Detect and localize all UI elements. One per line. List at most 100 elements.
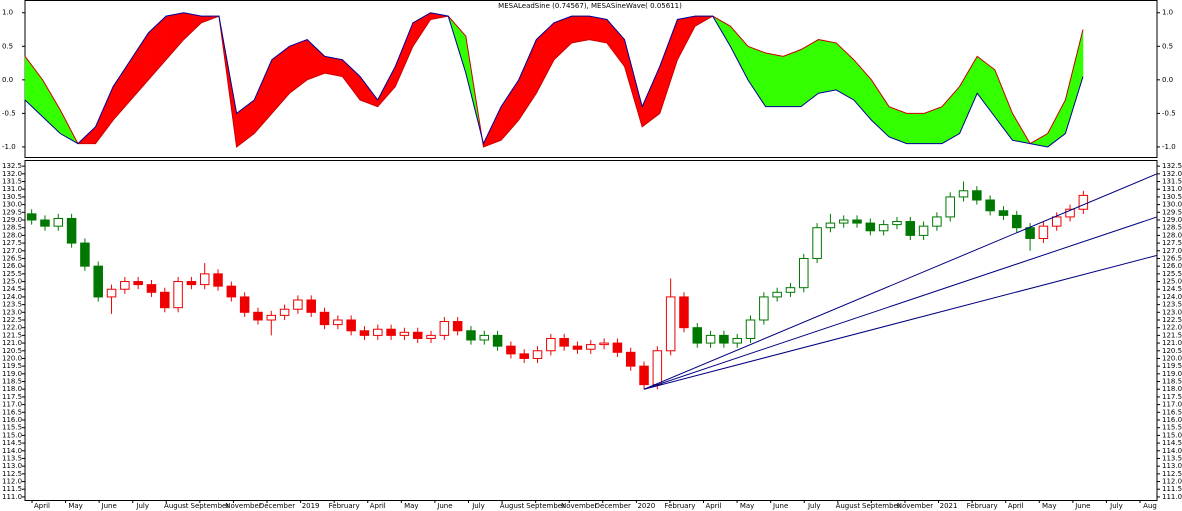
fill-band xyxy=(571,15,590,44)
y-tick-label-right: 111.0 xyxy=(1162,493,1182,501)
x-tick-label: 2019 xyxy=(302,502,320,510)
x-tick-label: May xyxy=(1042,502,1056,510)
candle-body xyxy=(146,284,157,293)
y-tick-label-right: 121.5 xyxy=(1162,331,1182,339)
y-tick-label: 0.0 xyxy=(2,76,13,84)
candle-body xyxy=(173,281,183,309)
candle-body xyxy=(80,242,90,267)
y-tick-label-right: 131.5 xyxy=(1162,178,1182,186)
candle-body xyxy=(1051,216,1062,227)
candle-body xyxy=(439,321,450,336)
y-tick-label-right: 129.5 xyxy=(1162,208,1182,216)
candle-body xyxy=(612,342,623,353)
candle-body xyxy=(519,353,529,359)
candle-body xyxy=(306,299,316,313)
candle-body xyxy=(998,210,1009,216)
candle-body xyxy=(985,199,995,212)
y-tick-label-right: 116.5 xyxy=(1162,408,1182,416)
x-tick-label: December xyxy=(595,502,631,510)
candle-body xyxy=(133,281,143,286)
candle-body xyxy=(719,334,729,344)
y-tick-label: -1.0 xyxy=(2,143,16,151)
x-tick-label: June xyxy=(436,502,452,510)
y-tick-label: 1.0 xyxy=(2,9,13,17)
y-tick-label: 115.5 xyxy=(2,424,22,432)
fill-band xyxy=(589,15,608,44)
candle-body xyxy=(66,217,77,244)
x-tick-label: November xyxy=(897,502,934,510)
y-tick-label: 128.5 xyxy=(2,224,22,232)
y-tick-label-right: 131.0 xyxy=(1162,185,1182,193)
candle-body xyxy=(1038,225,1049,239)
y-tick-label-right: 114.5 xyxy=(1162,439,1182,447)
y-tick-label-right: 119.0 xyxy=(1162,370,1182,378)
candle-body xyxy=(359,330,370,336)
y-tick-label: 126.5 xyxy=(2,254,22,262)
y-tick-label-right: 128.0 xyxy=(1162,231,1182,239)
x-tick-label: July xyxy=(471,502,485,510)
candle-body xyxy=(199,273,210,286)
y-tick-label-right: 122.0 xyxy=(1162,324,1182,332)
x-tick-label: 2021 xyxy=(940,502,958,510)
candle-body xyxy=(745,319,756,339)
x-tick-label: May xyxy=(404,502,418,510)
y-tick-label-right: 130.0 xyxy=(1162,201,1182,209)
candle-body xyxy=(692,327,703,344)
y-tick-label: 132.0 xyxy=(2,170,22,178)
y-tick-label: 131.5 xyxy=(2,178,22,186)
y-tick-label: 111.5 xyxy=(2,485,22,493)
candle-body xyxy=(106,288,117,298)
y-tick-label: 120.0 xyxy=(2,354,22,362)
candle-body xyxy=(639,365,649,386)
y-tick-label-right: 113.0 xyxy=(1162,462,1182,470)
y-tick-label-right: 127.0 xyxy=(1162,247,1182,255)
fan-line xyxy=(643,216,1158,390)
y-tick-label: 117.5 xyxy=(2,393,22,401)
candle-body xyxy=(466,330,476,341)
y-tick-label: 121.0 xyxy=(2,339,22,347)
candle-body xyxy=(905,221,916,236)
x-tick-label: July xyxy=(1109,502,1123,510)
y-tick-label-right: 123.0 xyxy=(1162,308,1182,316)
y-tick-label-right: 119.5 xyxy=(1162,362,1182,370)
y-tick-label-right: 121.0 xyxy=(1162,339,1182,347)
candle-body xyxy=(506,345,516,355)
candle-body xyxy=(266,314,277,321)
candle-body xyxy=(373,328,383,336)
y-tick-label: 125.0 xyxy=(2,278,22,286)
x-tick-label: April xyxy=(1008,502,1024,510)
y-tick-label-right: 130.5 xyxy=(1162,193,1182,201)
candle-body xyxy=(799,257,809,289)
x-tick-label: November xyxy=(561,502,598,510)
y-tick-label: 122.5 xyxy=(2,316,22,324)
y-tick-label: 115.0 xyxy=(2,431,22,439)
x-tick-label: April xyxy=(34,502,50,510)
x-tick-label: July xyxy=(807,502,821,510)
fan-line xyxy=(643,254,1158,390)
y-tick-label: 123.0 xyxy=(2,308,22,316)
y-tick-label: 121.5 xyxy=(2,331,22,339)
candle-body xyxy=(226,285,237,298)
y-tick-label: 129.0 xyxy=(2,216,22,224)
y-tick-label-right: 114.0 xyxy=(1162,447,1182,455)
fill-band xyxy=(782,49,802,107)
candle-body xyxy=(918,225,929,236)
y-tick-label: 129.5 xyxy=(2,208,22,216)
x-tick-label: June xyxy=(101,502,117,510)
candle-body xyxy=(293,299,303,310)
y-tick-label: 126.0 xyxy=(2,262,22,270)
y-tick-label-right: 117.5 xyxy=(1162,393,1182,401)
candle-body xyxy=(679,296,689,329)
candle-body xyxy=(705,334,716,344)
y-tick-label-right: 129.0 xyxy=(1162,216,1182,224)
y-tick-label-right: -0.5 xyxy=(1162,109,1176,117)
y-tick-label: 117.0 xyxy=(2,401,22,409)
candle-body xyxy=(958,190,969,198)
y-tick-label: 113.5 xyxy=(2,454,22,462)
candle-body xyxy=(333,319,343,326)
x-tick-label: Aug xyxy=(1143,502,1157,510)
x-tick-label: May xyxy=(68,502,82,510)
y-tick-label: 112.5 xyxy=(2,470,22,478)
y-tick-label: 132.5 xyxy=(2,162,22,170)
candle-body xyxy=(186,281,197,286)
